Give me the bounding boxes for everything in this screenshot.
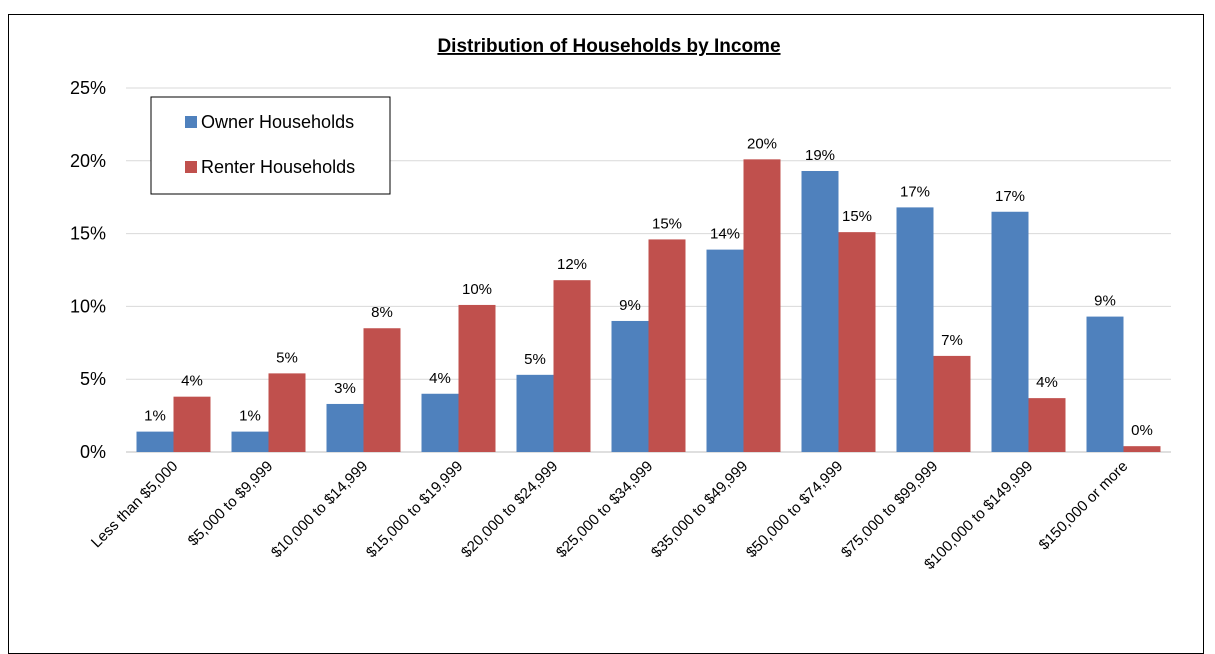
data-label: 7% xyxy=(941,332,963,349)
y-tick-label: 0% xyxy=(80,442,106,462)
x-tick-label: $150,000 or more xyxy=(1036,458,1132,554)
data-label: 8% xyxy=(371,304,393,321)
data-label: 5% xyxy=(524,351,546,368)
y-axis: 0% 5% 10% 15% 20% 25% xyxy=(70,78,106,462)
renter-bar xyxy=(553,280,591,452)
x-tick-label: $75,000 to $99,999 xyxy=(838,458,941,561)
data-label: 4% xyxy=(429,370,451,387)
owner-bar xyxy=(611,320,649,452)
chart-title: Distribution of Households by Income xyxy=(437,36,780,57)
data-label: 4% xyxy=(181,373,203,390)
renter-bar xyxy=(648,239,686,452)
x-tick-label: Less than $5,000 xyxy=(88,458,181,551)
owner-bar xyxy=(231,431,269,452)
data-label: 9% xyxy=(619,297,641,314)
data-label: 19% xyxy=(805,147,835,164)
data-label: 10% xyxy=(462,281,492,298)
data-label: 4% xyxy=(1036,374,1058,391)
y-tick-label: 25% xyxy=(70,78,106,98)
renter-bar xyxy=(1028,398,1066,452)
owner-bar xyxy=(1086,316,1124,452)
data-label: 17% xyxy=(900,183,930,200)
renter-bar xyxy=(458,304,496,452)
data-label: 9% xyxy=(1094,293,1116,310)
bars xyxy=(136,159,1161,452)
data-label: 15% xyxy=(842,208,872,225)
legend-label: Renter Households xyxy=(201,157,355,177)
data-label: 14% xyxy=(710,226,740,243)
renter-bar xyxy=(363,328,401,452)
data-label: 12% xyxy=(557,256,587,273)
x-axis: Less than $5,000 $5,000 to $9,999$10,000 … xyxy=(88,458,1131,573)
y-tick-label: 10% xyxy=(70,296,106,316)
data-label: 1% xyxy=(144,408,166,425)
x-tick-label: $25,000 to $34,999 xyxy=(553,458,656,561)
owner-bar xyxy=(801,170,839,452)
owner-bar xyxy=(516,374,554,452)
legend: Owner Households Renter Households xyxy=(150,96,391,195)
data-label: 0% xyxy=(1131,422,1153,439)
owner-bar xyxy=(706,249,744,452)
renter-bar xyxy=(933,355,971,452)
x-tick-label: $100,000 to $149,999 xyxy=(921,458,1036,573)
x-tick-label: $20,000 to $24,999 xyxy=(458,458,561,561)
y-tick-label: 5% xyxy=(80,369,106,389)
renter-bar xyxy=(268,373,306,452)
owner-bar xyxy=(421,393,459,452)
renter-bar xyxy=(1123,446,1161,452)
renter-bar xyxy=(173,396,211,452)
data-label: 3% xyxy=(334,380,356,397)
owner-bar xyxy=(896,207,934,452)
data-label: 20% xyxy=(747,135,777,152)
owner-bar xyxy=(136,431,174,452)
legend-swatch xyxy=(185,116,197,128)
data-label: 17% xyxy=(995,188,1025,205)
x-tick-label: $10,000 to $14,999 xyxy=(268,458,371,561)
owner-bar xyxy=(991,211,1029,452)
data-labels: 1% 4% 1% 5% 3% 8% 4% 10% 5% 12% 9% 15% 14% 20% 19% 15% 1… xyxy=(144,135,1153,439)
y-tick-label: 15% xyxy=(70,224,106,244)
chart-frame: Distribution of Households by Income 0% 5… xyxy=(8,14,1204,654)
y-tick-label: 20% xyxy=(70,151,106,171)
data-label: 1% xyxy=(239,408,261,425)
renter-bar xyxy=(743,159,781,452)
bar-chart: Distribution of Households by Income 0% 5… xyxy=(70,36,1171,573)
legend-swatch xyxy=(185,161,197,173)
data-label: 5% xyxy=(276,349,298,366)
renter-bar xyxy=(838,232,876,452)
x-tick-label: $35,000 to $49,999 xyxy=(648,458,751,561)
x-tick-label: $15,000 to $19,999 xyxy=(363,458,466,561)
x-tick-label: $5,000 to $9,999 xyxy=(185,458,277,550)
legend-box xyxy=(150,96,391,195)
legend-label: Owner Households xyxy=(201,112,354,132)
x-tick-label: $50,000 to $74,999 xyxy=(743,458,846,561)
data-label: 15% xyxy=(652,215,682,232)
owner-bar xyxy=(326,403,364,452)
